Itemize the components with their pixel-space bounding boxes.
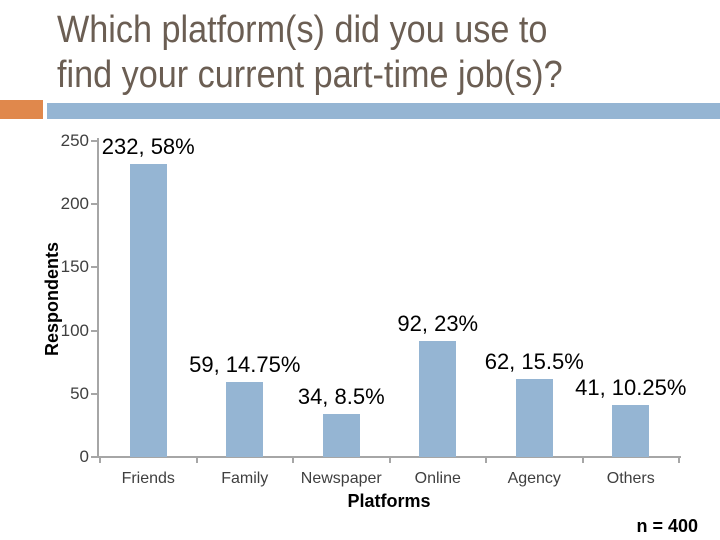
x-tick xyxy=(292,458,294,463)
x-tick-label: Family xyxy=(221,470,269,487)
bar xyxy=(129,163,167,457)
y-tick-label: 0 xyxy=(79,447,89,466)
x-tick-label: Agency xyxy=(507,470,561,487)
x-tick xyxy=(195,458,198,463)
bar-value-label: 41, 10.25% xyxy=(575,375,687,401)
y-tick xyxy=(91,266,97,269)
bar-value-label: 92, 23% xyxy=(397,310,479,336)
x-tick xyxy=(485,458,487,463)
y-tick-label: 50 xyxy=(70,383,89,403)
y-tick-label: 250 xyxy=(60,131,89,150)
accent-square xyxy=(0,100,43,119)
bar xyxy=(419,340,457,457)
y-axis-title: Respondents xyxy=(42,242,62,357)
y-tick xyxy=(91,392,97,395)
y-tick xyxy=(91,456,97,458)
slide-title-line2: find your current part-time job(s)? xyxy=(57,54,563,96)
bar xyxy=(322,414,360,457)
bar xyxy=(612,405,650,457)
y-tick xyxy=(91,329,97,332)
y-tick xyxy=(91,203,97,206)
y-tick-label: 150 xyxy=(60,257,89,277)
y-axis-line xyxy=(97,138,99,458)
x-tick-label: Friends xyxy=(121,470,175,487)
slide-title-line1: Which platform(s) did you use to xyxy=(57,9,548,51)
y-tick-label: 200 xyxy=(60,194,89,214)
bar-value-label: 34, 8.5% xyxy=(297,384,385,410)
y-tick xyxy=(91,140,97,142)
x-axis-title: Platforms xyxy=(347,491,431,511)
x-tick xyxy=(678,458,680,463)
y-tick-label: 100 xyxy=(60,320,89,340)
x-axis-line xyxy=(97,456,681,458)
slide-title: Which platform(s) did you use to find yo… xyxy=(57,8,563,98)
x-tick-label: Others xyxy=(606,470,655,487)
sample-size-note: n = 400 xyxy=(636,516,698,536)
x-tick-label: Newspaper xyxy=(300,470,382,487)
bar xyxy=(226,382,264,457)
accent-band xyxy=(47,103,720,119)
x-tick xyxy=(388,458,391,463)
bar-value-label: 59, 14.75% xyxy=(189,352,301,378)
x-tick-label: Online xyxy=(414,470,461,487)
bar xyxy=(515,378,553,457)
bar-value-label: 232, 58% xyxy=(101,133,195,159)
bar-value-label: 62, 15.5% xyxy=(484,348,584,374)
x-tick xyxy=(99,458,101,463)
x-tick xyxy=(581,458,584,463)
